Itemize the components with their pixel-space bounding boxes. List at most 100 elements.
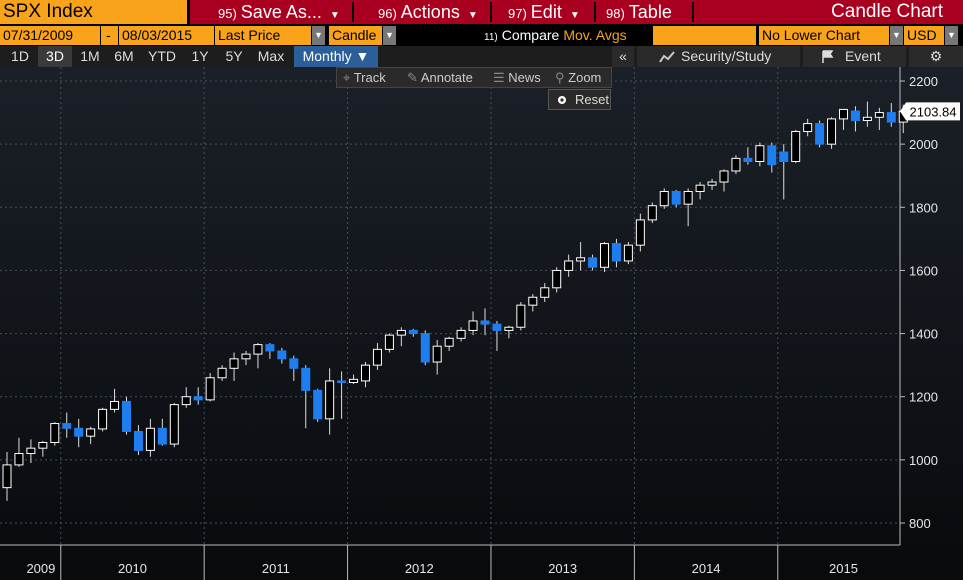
candle-body-up [26,447,36,455]
last-value-tag [900,102,960,121]
period-1d[interactable]: 1D [11,48,29,64]
frequency-select[interactable]: Monthly ▼ [294,46,378,67]
caret-down-icon: ▼ [355,48,370,64]
edit-button[interactable]: 97) Edit ▼ [508,0,580,24]
compare-value: Mov. Avgs [563,27,627,43]
candle-body-up [372,348,382,366]
candle-body-up [695,184,705,193]
style-select[interactable]: Candle [329,26,382,45]
x-tick-label: 2011 [262,561,290,576]
period-bar: 1D 3D 1M 6M YTD 1Y 5Y Max Monthly ▼ « Se… [0,46,963,67]
caret-down-icon: ▼ [329,10,340,21]
event-label: Event [845,48,881,64]
menu-divider [352,2,354,22]
y-tick-label: 1400 [909,327,938,342]
period-6m[interactable]: 6M [114,48,134,64]
track-label: Track [353,70,386,85]
candle-body-up [325,380,335,420]
event-button[interactable]: Event [803,46,906,67]
zoom-label: Zoom [568,70,602,85]
candle-body-up [444,337,454,347]
candle-body-up [14,453,24,466]
menu-divider [692,2,694,22]
candle-body-up [181,396,191,406]
x-tick-label: 2014 [692,561,721,576]
table-button[interactable]: 98) Table [606,0,672,24]
y-tick-label: 2200 [909,74,938,89]
chart-type-title: Candle Chart [831,1,943,22]
actions-button[interactable]: 96) Actions ▼ [378,0,478,24]
candle-body-up [731,157,741,172]
chart-line-icon [659,51,675,63]
field-select[interactable]: Last Price [215,26,311,45]
period-3d[interactable]: 3D [38,46,72,67]
reset-button[interactable]: Reset [548,89,611,110]
annotate-button[interactable]: ✎ Annotate [407,68,473,87]
candle-body-down [313,389,323,420]
candle-body-up [504,326,514,331]
candle-body-up [253,344,263,355]
news-button[interactable]: ☰ News [493,68,541,87]
period-ytd[interactable]: YTD [148,48,176,64]
candle-body-down [671,191,681,205]
settings-icon[interactable]: ⚙ [909,46,963,67]
period-1y[interactable]: 1Y [191,48,209,64]
candle-body-down [743,157,753,163]
lower-chart-dropdown-icon[interactable]: ▼ [890,26,903,45]
candle-body-down [850,110,860,121]
candle-body-up [38,441,48,449]
save-as-label: Save As... [240,2,322,22]
candle-body-up [384,334,394,350]
security-field[interactable]: SPX Index [0,0,187,24]
candle-body-up [719,170,729,183]
compare-button[interactable]: 11) Compare Mov. Avgs [484,26,627,45]
actions-shortcut: 96) [378,6,397,21]
top-toolbar: SPX Index 95) Save As... ▼ 96) Actions ▼ 97)… [0,0,963,25]
candle-body-down [193,396,203,401]
lower-chart-select[interactable]: No Lower Chart [759,26,889,45]
period-max[interactable]: Max [257,48,285,64]
currency-select[interactable]: USD [904,26,944,45]
y-tick-label: 1800 [909,200,938,215]
period-5y[interactable]: 5Y [225,48,243,64]
security-study-label: Security/Study [681,48,772,64]
candle-body-down [767,145,777,166]
period-1m[interactable]: 1M [80,48,100,64]
candle-body-down [815,123,825,145]
candle-body-down [133,430,143,451]
candle-body-up [623,244,633,262]
table-shortcut: 98) [606,6,625,21]
candle-body-up [647,205,657,221]
currency-dropdown-icon[interactable]: ▼ [945,26,958,45]
collapse-button[interactable]: « [612,46,634,67]
candle-body-up [110,400,120,410]
save-as-shortcut: 95) [218,6,237,21]
x-tick-label: 2012 [405,561,434,576]
save-as-button[interactable]: 95) Save As... ▼ [218,0,340,24]
track-button[interactable]: ⌖ Track [343,68,386,87]
candle-body-down [337,380,347,384]
candle-body-up [468,320,478,331]
candle-chart[interactable]: 800 1000 1200 1400 1600 1800 2000 2200 2009 2010 2… [0,67,963,580]
compare-shortcut: 11) [484,32,498,43]
last-value-label: 2103.84 [910,104,957,119]
candle-body-up [349,378,359,384]
candle-body-down [62,423,72,429]
actions-label: Actions [400,2,460,22]
candle-body-down [480,320,490,325]
style-dropdown-icon[interactable]: ▼ [383,26,396,45]
candle-body-down [301,367,311,391]
candle-body-up [169,404,179,445]
magnifier-icon: ⚲ [555,70,565,85]
compare-select-box[interactable] [653,26,756,45]
caret-down-icon: ▼ [467,10,478,21]
end-date-field[interactable]: 08/03/2015 [119,26,214,45]
y-tick-label: 2000 [909,137,938,152]
y-tick-label: 800 [909,516,931,531]
security-study-button[interactable]: Security/Study [637,46,800,67]
zoom-button[interactable]: ⚲ Zoom [555,68,601,87]
x-tick-label: 2013 [548,561,577,576]
start-date-field[interactable]: 07/31/2009 [0,26,100,45]
candle-body-up [396,329,406,336]
field-dropdown-icon[interactable]: ▼ [312,26,325,45]
